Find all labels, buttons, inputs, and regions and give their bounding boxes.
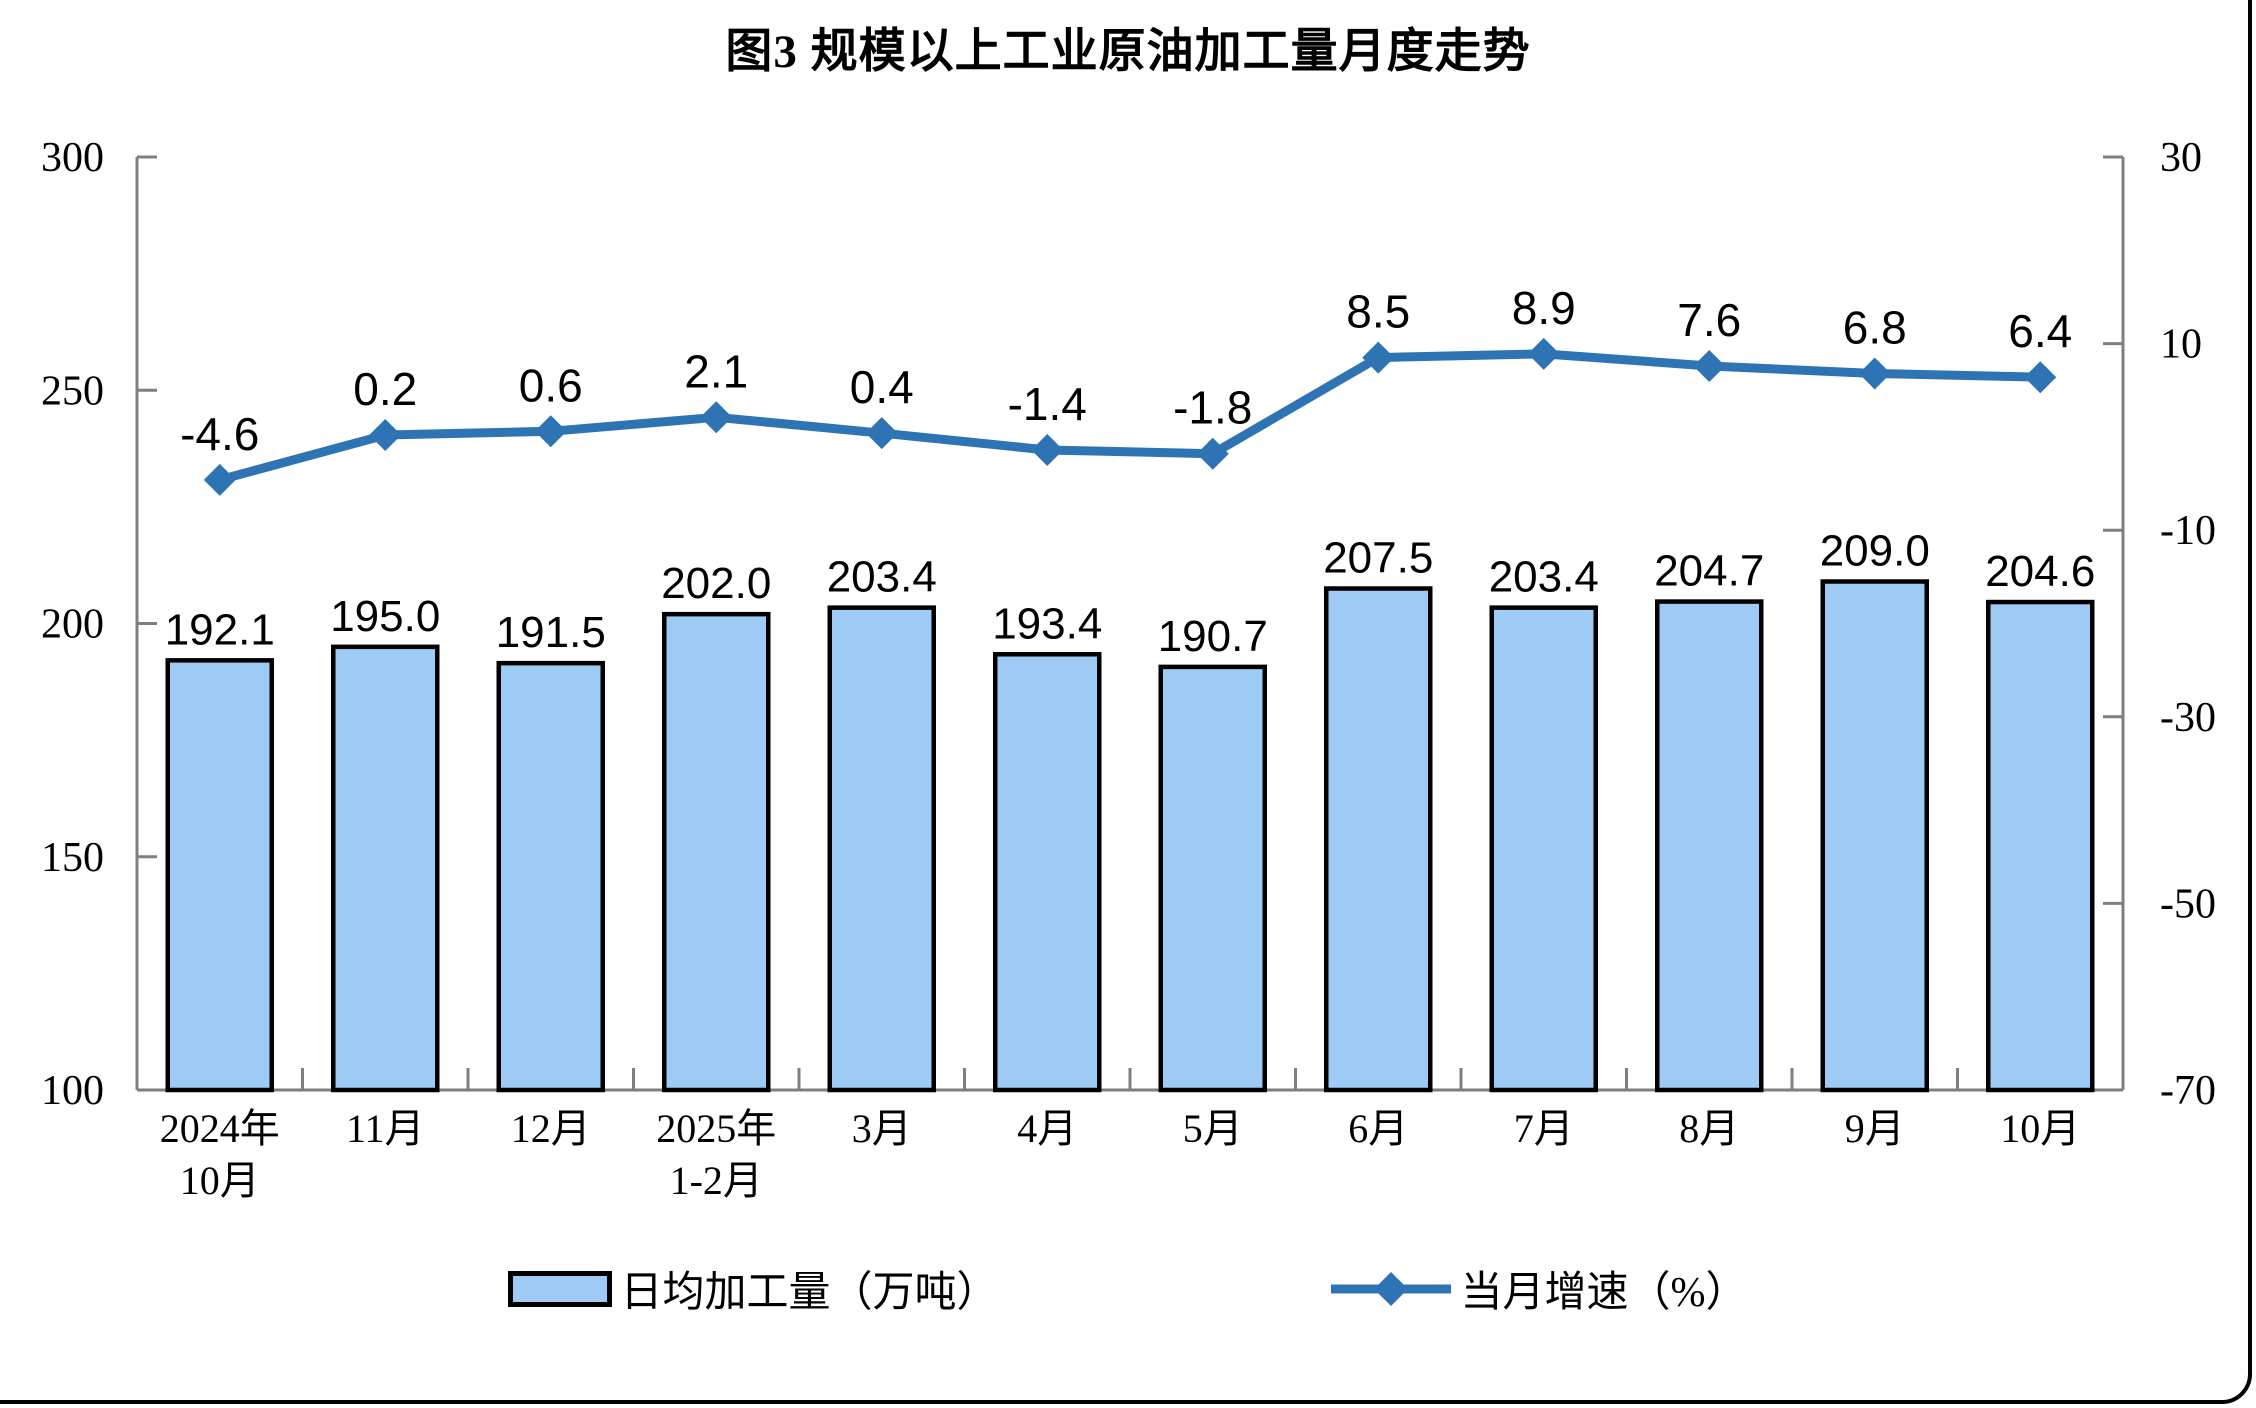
bar-value-label: 203.4 bbox=[827, 553, 937, 602]
bar-value-label: 204.6 bbox=[1985, 547, 2095, 596]
line-point-marker bbox=[1527, 337, 1560, 370]
bar bbox=[993, 652, 1102, 1093]
line-point-marker bbox=[1031, 433, 1064, 466]
line-value-label: 0.2 bbox=[353, 363, 417, 415]
left-axis-tick-label: 150 bbox=[41, 835, 104, 881]
right-axis-tick-label: -70 bbox=[2160, 1068, 2216, 1114]
combo-chart-plot: 300 250 200 150 100 30 10 -10 -30 -50 -70 2024年 10月 1… bbox=[41, 135, 2216, 1203]
bar-value-label: 195.0 bbox=[330, 592, 440, 641]
x-axis-category-label: 3月 bbox=[852, 1106, 912, 1151]
left-axis-tick-label: 300 bbox=[41, 135, 104, 181]
bar-value-label: 193.4 bbox=[992, 599, 1102, 648]
legend-line-label: 当月增速（%） bbox=[1460, 1270, 1748, 1316]
x-axis-category-label: 2024年 bbox=[160, 1106, 280, 1151]
growth-line bbox=[215, 349, 2045, 485]
x-axis-category-label: 10月 bbox=[2000, 1106, 2080, 1151]
legend-item-bar-series: 日均加工量（万吨） bbox=[508, 1258, 999, 1319]
line-point-marker bbox=[865, 417, 898, 450]
bar-value-label: 202.0 bbox=[661, 559, 771, 608]
bar-value-label: 203.4 bbox=[1489, 553, 1599, 602]
x-axis-category-label: 6月 bbox=[1348, 1106, 1408, 1151]
line-point-marker bbox=[369, 419, 402, 452]
chart-title: 图3 规模以上工业原油加工量月度走势 bbox=[725, 26, 1531, 78]
line-point-marker bbox=[203, 463, 236, 496]
line-point-marker bbox=[1196, 437, 1229, 470]
line-point-marker bbox=[534, 415, 567, 448]
x-axis-category-label: 7月 bbox=[1514, 1106, 1574, 1151]
line-series-swatch-icon bbox=[1330, 1271, 1451, 1306]
bar bbox=[1655, 599, 1764, 1093]
line-value-label: 0.6 bbox=[519, 359, 583, 411]
x-axis-category-label: 1-2月 bbox=[670, 1158, 763, 1203]
right-axis-tick-label: 10 bbox=[2160, 322, 2202, 368]
right-axis-tick-label: -50 bbox=[2160, 881, 2216, 927]
bar bbox=[165, 658, 274, 1093]
bar bbox=[1986, 599, 2095, 1093]
bar bbox=[1324, 586, 1433, 1093]
x-axis-category-label: 5月 bbox=[1183, 1106, 1243, 1151]
line-value-label: -1.4 bbox=[1008, 378, 1087, 430]
line-value-label: -4.6 bbox=[180, 408, 259, 460]
line-point-marker bbox=[1362, 341, 1395, 374]
left-axis-tick-label: 100 bbox=[41, 1068, 104, 1114]
line-point-marker bbox=[1693, 349, 1726, 382]
line-value-label: -1.8 bbox=[1173, 382, 1252, 434]
line-value-label: 6.4 bbox=[2008, 305, 2072, 357]
line-point-marker bbox=[1858, 357, 1891, 390]
line-value-label: 6.8 bbox=[1843, 301, 1907, 353]
bar bbox=[1489, 605, 1598, 1093]
line-point-marker bbox=[700, 401, 733, 434]
legend-bar-label: 日均加工量（万吨） bbox=[620, 1270, 999, 1316]
line-value-label: 8.9 bbox=[1512, 282, 1576, 334]
bar-value-label: 191.5 bbox=[496, 608, 606, 657]
bar bbox=[496, 660, 605, 1093]
right-axis-tick-label: -30 bbox=[2160, 695, 2216, 741]
bar bbox=[1158, 664, 1267, 1093]
bar bbox=[1820, 579, 1929, 1093]
x-axis-category-label: 8月 bbox=[1679, 1106, 1739, 1151]
x-axis-category-label: 9月 bbox=[1845, 1106, 1905, 1151]
x-axis-category-label: 10月 bbox=[180, 1158, 260, 1203]
bar-value-label: 207.5 bbox=[1323, 534, 1433, 583]
chart-legend: 日均加工量（万吨） 当月增速（%） bbox=[0, 1258, 2256, 1319]
line-value-label: 2.1 bbox=[684, 345, 748, 397]
line-point-marker bbox=[2024, 361, 2057, 394]
right-axis-tick-label: -10 bbox=[2160, 508, 2216, 554]
bar-value-label: 192.1 bbox=[165, 605, 275, 654]
bar-value-label: 204.7 bbox=[1654, 547, 1764, 596]
x-axis-category-label: 12月 bbox=[511, 1106, 591, 1151]
right-axis-tick-label: 30 bbox=[2160, 135, 2202, 181]
legend-item-line-series: 当月增速（%） bbox=[1329, 1258, 1748, 1319]
line-value-label: 7.6 bbox=[1677, 294, 1741, 346]
x-axis-category-label: 2025年 bbox=[656, 1106, 776, 1151]
line-value-label: 0.4 bbox=[850, 361, 914, 413]
x-axis-category-label: 4月 bbox=[1017, 1106, 1077, 1151]
left-axis-tick-label: 250 bbox=[41, 368, 104, 414]
bar bbox=[827, 605, 936, 1093]
bar bbox=[662, 611, 771, 1093]
left-axis-tick-label: 200 bbox=[41, 602, 104, 648]
x-axis-category-label: 11月 bbox=[346, 1106, 425, 1151]
bar bbox=[331, 644, 440, 1093]
bar-value-label: 190.7 bbox=[1158, 612, 1268, 661]
line-value-label: 8.5 bbox=[1346, 286, 1410, 338]
bar-value-label: 209.0 bbox=[1820, 527, 1930, 576]
bar-series-swatch-icon bbox=[508, 1270, 613, 1307]
